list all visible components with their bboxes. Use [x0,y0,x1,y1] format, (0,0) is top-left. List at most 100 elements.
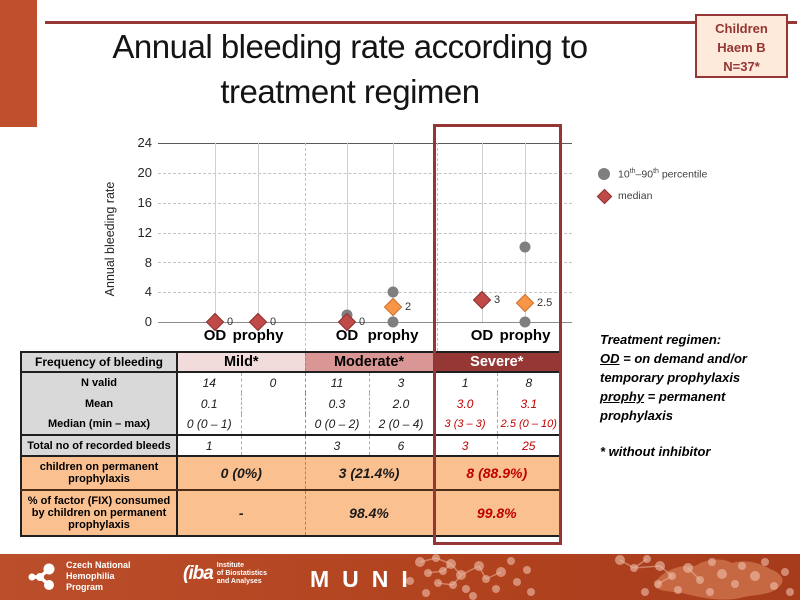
stem [393,143,394,322]
table-cell [240,434,306,457]
stem [525,143,526,322]
badge-line: Children [715,21,768,36]
group-separator [437,143,438,351]
median-value-label: 0 [270,316,277,328]
row-label: N valid [21,372,178,393]
table-cell: 3 [304,434,370,457]
badge-line: Haem B [717,40,766,55]
table-row-children-prophylaxis: children on permanent prophylaxis 0 (0%)… [21,456,562,491]
badge-line: N=37* [723,59,760,74]
gridline-20 [158,173,572,174]
table-cell: 0 (0%) [177,456,306,491]
notes-heading: Treatment regimen: [600,332,722,347]
table-cell: 2 (0 – 4) [368,414,434,435]
table-header-row: Frequency of bleeding Mild* Moderate* Se… [21,352,562,373]
y-tick-label: 24 [137,135,152,150]
row-label: Median (min – max) [21,414,178,435]
header-severe: Severe* [432,352,562,373]
table-cell: 1 [177,434,241,457]
gridline-4 [158,292,572,293]
table-cell: 11 [304,372,370,393]
title-line-2: treatment regimen [220,73,480,110]
table-row-fix-consumed: % of factor (FIX) consumed by children o… [21,490,562,536]
y-tick-label: 8 [144,255,152,270]
header-mild: Mild* [177,352,306,373]
iba-label: Institute of Biostatistics and Analyses [216,562,267,585]
median-value-label: 2 [405,301,412,314]
table-cell: 25 [496,434,562,457]
y-tick-label: 0 [144,314,152,329]
accent-bar [0,0,37,127]
table-cell: 3 (3 – 3) [432,414,498,435]
table-cell: 2.0 [368,393,434,414]
group-separator [305,143,306,351]
table-cell: 2.5 (0 – 10) [496,414,562,435]
table-cell: 3.0 [432,393,498,414]
table-cell: 99.8% [432,490,562,536]
median-diamond [472,290,492,309]
iba-wordmark: (iba [183,563,214,584]
median-value-label: 0 [359,316,366,328]
x-col-label: prophy [499,327,551,344]
legend-median-label: median [618,190,653,202]
table-cell: 0 (0 – 1) [186,417,232,431]
row-label: children on permanent prophylaxis [21,456,178,491]
x-col-label: prophy [232,327,284,344]
median-value-label: 0 [227,316,234,328]
table-cell: 14 [202,376,216,390]
table-cell: 3.1 [496,393,562,414]
notes-prophy-definition: prophy = permanent prophylaxis [600,389,726,423]
stats-table: Frequency of bleeding Mild* Moderate* Se… [20,351,563,537]
table-cell [240,414,306,435]
header-moderate: Moderate* [304,352,434,373]
y-axis-title: Annual bleeding rate [103,181,117,297]
table-row-total-bleeds: Total no of recorded bleeds 1 3 6 3 25 [21,434,562,457]
footer-band: Czech National Hemophilia Program (iba I… [0,554,800,600]
percentile-dot [519,241,531,253]
table-cell: 1 [432,372,498,393]
median-diamond [383,297,403,317]
table-cell: 0 (0 – 2) [304,414,370,435]
table-row-median: Median (min – max) 0 (0 – 1) 0 (0 – 2) 2… [21,414,562,435]
table-row-mean: Mean 0.1 0.3 2.0 3.0 3.1 [21,393,562,414]
percentile-dot [519,316,531,328]
cnhp-label: Czech National Hemophilia Program [66,560,131,592]
table-cell: 8 (88.9%) [432,456,562,491]
table-cell: 98.4% [304,490,434,536]
legend-percentile: 10th–90th percentile [598,163,707,185]
row-label: Total no of recorded bleeds [21,434,178,457]
table-cell: 3 [368,372,434,393]
x-axis-line [158,322,572,323]
table-cell [240,393,306,414]
table-cell: 6 [368,434,434,457]
percentile-dot [387,316,399,328]
notes-od-definition: OD = on demand and/or temporary prophyla… [600,351,747,385]
y-tick-label: 4 [144,284,152,299]
y-tick-label: 20 [137,165,152,180]
percentile-dot-icon [598,168,610,180]
legend-median: median [596,185,707,207]
stem [347,143,348,322]
median-diamond-icon [596,188,613,204]
row-label: Mean [21,393,178,414]
gridline-24 [158,143,572,144]
table-cell: 3 (21.4%) [304,456,434,491]
logo-iba: (iba Institute of Biostatistics and Anal… [183,562,267,586]
title-rule [45,21,797,24]
table-cell: 0 [240,372,306,393]
y-tick-label: 16 [137,195,152,210]
y-tick-label: 12 [137,225,152,240]
stem [258,143,259,322]
x-col-label: OD [335,327,359,344]
header-frequency-of-bleeding: Frequency of bleeding [21,352,178,373]
table-cell: 3 [432,434,498,457]
title-line-1: Annual bleeding rate according to [112,28,588,65]
gridline-8 [158,262,572,263]
table-cell: 0.3 [304,393,370,414]
gridline-12 [158,233,572,234]
gridline-16 [158,203,572,204]
legend-percentile-label: 10th–90th percentile [618,167,708,181]
logo-muni: MUNI [310,566,421,592]
logo-cnhp: Czech National Hemophilia Program [28,560,131,593]
